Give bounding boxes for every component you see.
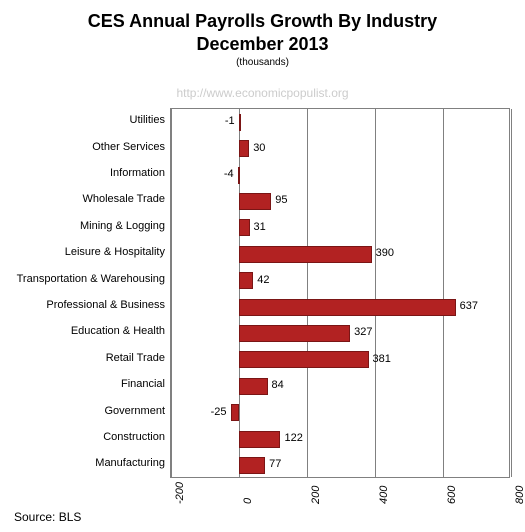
category-label: Mining & Logging (80, 220, 165, 232)
title-line1: CES Annual Payrolls Growth By Industry (88, 11, 437, 31)
data-bar (239, 299, 456, 316)
x-tick-label: 400 (378, 486, 390, 504)
gridline (307, 109, 308, 477)
x-tick-label: -200 (174, 482, 186, 504)
bar-value-label: 637 (460, 300, 478, 312)
data-bar (239, 219, 250, 236)
x-tick-label: 0 (242, 498, 254, 504)
category-label: Education & Health (71, 325, 165, 337)
data-bar (239, 114, 241, 131)
category-label: Wholesale Trade (82, 193, 165, 205)
data-bar (239, 246, 372, 263)
chart-subtitle: (thousands) (0, 57, 525, 68)
source-label: Source: BLS (14, 510, 81, 524)
gridline (171, 109, 172, 477)
bar-value-label: 31 (254, 221, 266, 233)
chart-title: CES Annual Payrolls Growth By Industry D… (0, 0, 525, 55)
gridline (375, 109, 376, 477)
category-label: Other Services (92, 141, 165, 153)
bar-value-label: -1 (225, 115, 235, 127)
bar-value-label: 122 (284, 432, 302, 444)
watermark: http://www.economicpopulist.org (176, 86, 348, 100)
bar-value-label: -4 (224, 168, 234, 180)
category-label: Transportation & Warehousing (17, 273, 165, 285)
bar-value-label: 390 (376, 247, 394, 259)
bar-value-label: 95 (275, 194, 287, 206)
gridline (239, 109, 240, 477)
data-bar (238, 167, 240, 184)
category-label: Utilities (130, 114, 165, 126)
bar-value-label: 42 (257, 274, 269, 286)
bar-value-label: -25 (211, 406, 227, 418)
category-label: Financial (121, 378, 165, 390)
x-tick-label: 600 (446, 486, 458, 504)
data-bar (239, 431, 280, 448)
data-bar (239, 351, 369, 368)
category-label: Leisure & Hospitality (65, 246, 165, 258)
data-bar (239, 378, 268, 395)
bar-value-label: 381 (373, 353, 391, 365)
gridline (443, 109, 444, 477)
category-label: Government (104, 405, 165, 417)
category-label: Information (110, 167, 165, 179)
data-bar (239, 457, 265, 474)
plot-area: -1 30 -4 95 31 390 42 637 327 381 84 -25 122 77 (170, 108, 510, 478)
x-tick-label: 800 (514, 486, 525, 504)
category-label: Manufacturing (95, 457, 165, 469)
bar-value-label: 30 (253, 142, 265, 154)
data-bar (239, 193, 271, 210)
data-bar (239, 272, 253, 289)
category-label: Construction (103, 431, 165, 443)
title-line2: December 2013 (196, 34, 328, 54)
x-tick-label: 200 (310, 486, 322, 504)
bar-value-label: 77 (269, 458, 281, 470)
bar-value-label: 327 (354, 326, 372, 338)
category-label: Retail Trade (106, 352, 165, 364)
data-bar (239, 325, 350, 342)
data-bar (239, 140, 249, 157)
category-label: Professional & Business (46, 299, 165, 311)
bar-value-label: 84 (272, 379, 284, 391)
data-bar (231, 404, 240, 421)
gridline (511, 109, 512, 477)
